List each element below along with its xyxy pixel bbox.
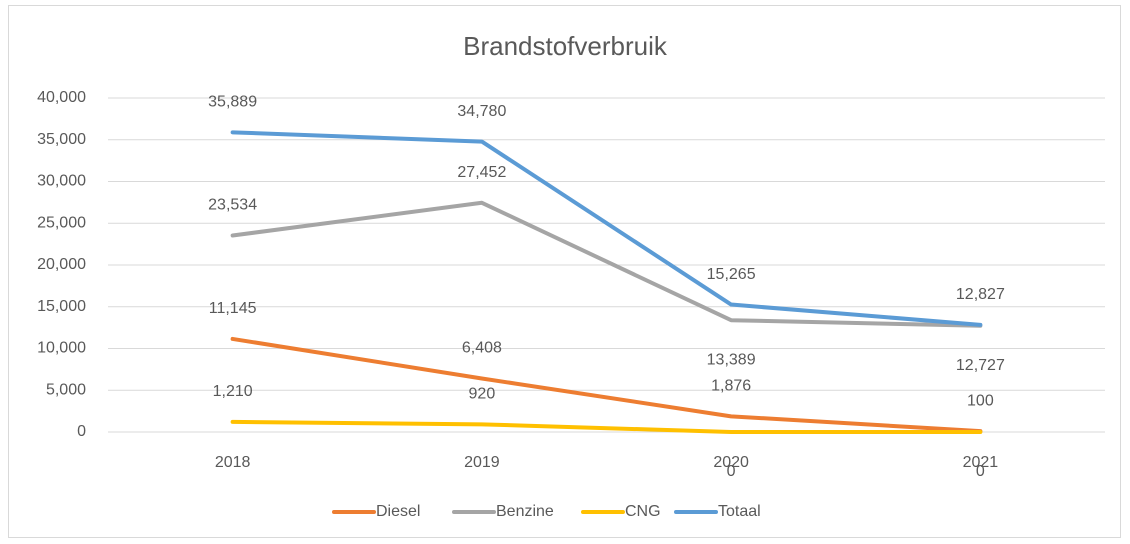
data-label: 12,727 bbox=[956, 357, 1005, 374]
legend-label: Benzine bbox=[496, 503, 554, 520]
chart-frame bbox=[8, 5, 1121, 538]
y-tick-label: 30,000 bbox=[37, 173, 86, 190]
data-label: 23,534 bbox=[208, 197, 257, 214]
y-tick-label: 35,000 bbox=[37, 131, 86, 148]
line-series bbox=[230, 336, 983, 434]
line-series bbox=[230, 200, 983, 328]
y-tick-label: 40,000 bbox=[37, 89, 86, 106]
y-tick-label: 5,000 bbox=[46, 381, 86, 398]
data-label: 0 bbox=[727, 463, 736, 480]
legend-label: Diesel bbox=[376, 503, 420, 520]
data-label: 34,780 bbox=[457, 103, 506, 120]
data-label: 13,389 bbox=[707, 351, 756, 368]
data-label: 1,876 bbox=[711, 378, 751, 395]
y-tick-label: 25,000 bbox=[37, 214, 86, 231]
data-label: 35,889 bbox=[208, 94, 257, 111]
line-series bbox=[230, 130, 983, 327]
y-tick-label: 0 bbox=[77, 423, 86, 440]
y-tick-label: 15,000 bbox=[37, 298, 86, 315]
data-label: 920 bbox=[469, 386, 496, 403]
data-label: 12,827 bbox=[956, 286, 1005, 303]
line-series bbox=[230, 419, 983, 434]
data-label: 0 bbox=[976, 463, 985, 480]
data-label: 100 bbox=[967, 392, 994, 409]
legend-label: Totaal bbox=[718, 503, 761, 520]
y-tick-label: 20,000 bbox=[37, 256, 86, 273]
y-tick-label: 10,000 bbox=[37, 340, 86, 357]
data-label: 27,452 bbox=[457, 164, 506, 181]
data-label: 11,145 bbox=[209, 300, 257, 317]
chart-title: Brandstofverbruik bbox=[463, 31, 668, 61]
x-tick-label: 2020 bbox=[713, 454, 749, 471]
legend-label: CNG bbox=[625, 503, 661, 520]
data-label: 15,265 bbox=[707, 266, 756, 283]
data-label: 6,408 bbox=[462, 340, 502, 357]
x-tick-label: 2021 bbox=[963, 454, 999, 471]
data-label: 1,210 bbox=[213, 383, 253, 400]
x-tick-label: 2019 bbox=[464, 454, 500, 471]
x-tick-label: 2018 bbox=[215, 454, 251, 471]
